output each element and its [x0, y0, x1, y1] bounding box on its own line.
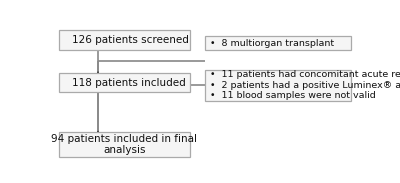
FancyBboxPatch shape — [205, 70, 351, 101]
FancyBboxPatch shape — [205, 36, 351, 50]
Text: 126 patients screened: 126 patients screened — [72, 35, 188, 45]
FancyBboxPatch shape — [59, 30, 190, 50]
Text: •  8 multiorgan transplant: • 8 multiorgan transplant — [210, 39, 334, 48]
Text: 94 patients included in final
analysis: 94 patients included in final analysis — [51, 134, 197, 155]
FancyBboxPatch shape — [59, 132, 190, 157]
Text: •  11 patients had concomitant acute rejection in EMB
•  2 patients had a positi: • 11 patients had concomitant acute reje… — [210, 70, 400, 100]
Text: 118 patients included: 118 patients included — [72, 78, 186, 87]
FancyBboxPatch shape — [59, 73, 190, 92]
